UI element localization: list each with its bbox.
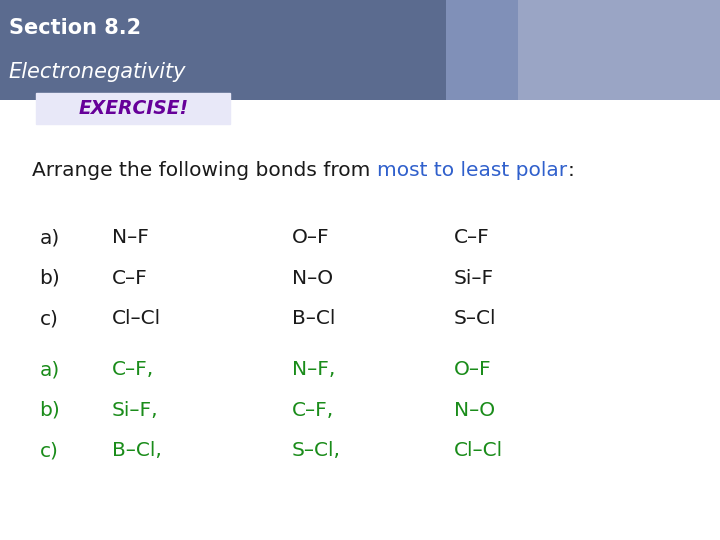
Text: C–F: C–F — [454, 228, 490, 247]
Text: EXERCISE!: EXERCISE! — [78, 99, 188, 118]
Text: N–F,: N–F, — [292, 360, 335, 380]
Text: a): a) — [40, 360, 60, 380]
Text: O–F: O–F — [454, 360, 491, 380]
Text: N–F: N–F — [112, 228, 148, 247]
Text: c): c) — [40, 441, 58, 461]
Text: Section 8.2: Section 8.2 — [9, 18, 141, 38]
Text: N–O: N–O — [292, 268, 333, 288]
FancyBboxPatch shape — [518, 0, 720, 100]
Text: N–O: N–O — [454, 401, 495, 420]
Text: Arrange the following bonds from: Arrange the following bonds from — [32, 160, 377, 180]
Text: :: : — [567, 160, 574, 180]
Text: b): b) — [40, 401, 60, 420]
FancyBboxPatch shape — [446, 0, 720, 100]
Text: O–F: O–F — [292, 228, 329, 247]
Text: a): a) — [40, 228, 60, 247]
Text: B–Cl,: B–Cl, — [112, 441, 161, 461]
Text: c): c) — [40, 309, 58, 328]
Text: C–F,: C–F, — [292, 401, 334, 420]
Text: S–Cl: S–Cl — [454, 309, 496, 328]
Text: b): b) — [40, 268, 60, 288]
Text: S–Cl,: S–Cl, — [292, 441, 341, 461]
Text: C–F: C–F — [112, 268, 148, 288]
Text: Si–F: Si–F — [454, 268, 494, 288]
FancyBboxPatch shape — [36, 93, 230, 124]
Text: Electronegativity: Electronegativity — [9, 62, 186, 82]
Text: Si–F,: Si–F, — [112, 401, 158, 420]
Text: B–Cl: B–Cl — [292, 309, 335, 328]
Text: Cl–Cl: Cl–Cl — [112, 309, 161, 328]
Text: Cl–Cl: Cl–Cl — [454, 441, 503, 461]
Text: most to least polar: most to least polar — [377, 160, 567, 180]
Text: C–F,: C–F, — [112, 360, 154, 380]
FancyBboxPatch shape — [0, 0, 720, 100]
